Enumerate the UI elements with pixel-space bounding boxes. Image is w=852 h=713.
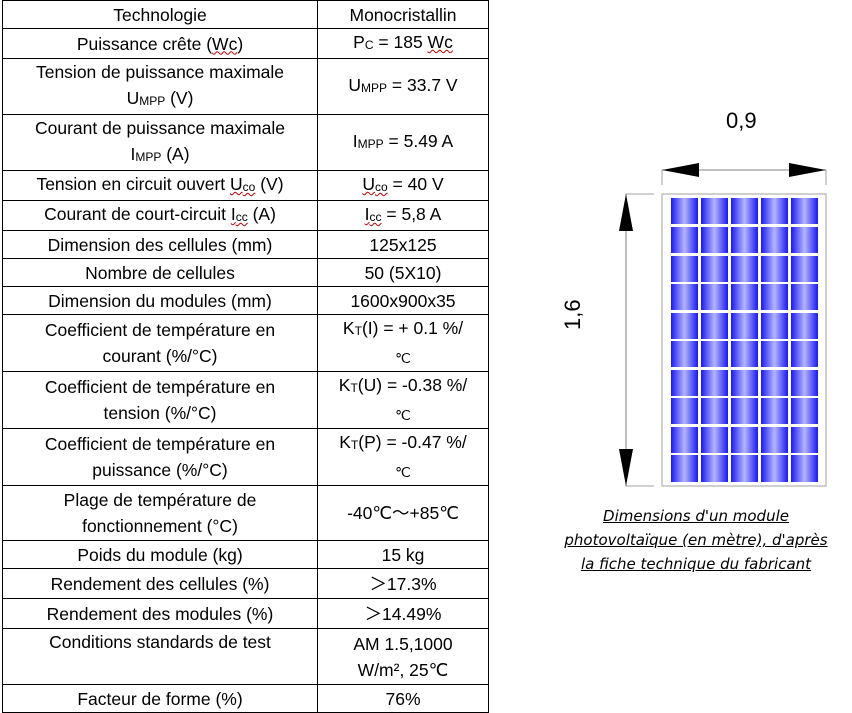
table-row: Conditions standards de test AM 1.5,1000…: [2, 628, 489, 685]
row-value: 1600x900x35: [317, 286, 489, 315]
row-value: KT(P) = -0.47 %/℃: [317, 428, 489, 486]
table-row: Facteur de forme (%) 76%: [2, 684, 489, 713]
row-label: Coefficient de température en tension (%/…: [2, 371, 318, 429]
row-label: Tension en circuit ouvert Uco (V): [2, 170, 318, 201]
row-label: Dimension du modules (mm): [2, 286, 318, 315]
row-label: Tension de puissance maximale UMPP (V): [2, 58, 318, 115]
solar-cells: [671, 198, 818, 482]
table-row: Poids du module (kg) 15 kg: [2, 540, 489, 569]
width-arrow-icon: [661, 163, 827, 185]
caption-line: Dimensions d'un module: [603, 507, 789, 525]
row-value: PC = 185 Wc: [317, 28, 489, 59]
row-value: 125x125: [317, 230, 489, 259]
table-row: Courant de puissance maximale IMPP (A) IM…: [2, 114, 489, 171]
pv-module-diagram: [619, 163, 827, 487]
table-row: Rendement des modules (%) ＞14.49%: [2, 598, 489, 629]
caption-line: la fiche technique du fabricant: [580, 555, 812, 573]
header-label: Technologie: [2, 0, 318, 29]
row-label: Courant de puissance maximale IMPP (A): [2, 114, 318, 171]
table-row: Tension de puissance maximale UMPP (V) UM…: [2, 58, 489, 115]
height-arrow-icon: [619, 193, 654, 487]
row-label: Rendement des modules (%): [2, 598, 318, 629]
row-label: Plage de température de fonctionnement (°…: [2, 485, 318, 541]
row-label: Poids du module (kg): [2, 540, 318, 569]
row-label: Dimension des cellules (mm): [2, 230, 318, 259]
row-value: KT(U) = -0.38 %/℃: [317, 371, 489, 429]
row-value: UMPP = 33.7 V: [317, 58, 489, 115]
table-row: Coefficient de température en tension (%/…: [2, 371, 489, 429]
table-row: Plage de température de fonctionnement (°…: [2, 485, 489, 541]
row-label: Coefficient de température en puissance (…: [2, 428, 318, 486]
row-value: ＞14.49%: [317, 598, 489, 629]
row-label: Nombre de cellules: [2, 258, 318, 287]
row-value: IMPP = 5.49 A: [317, 114, 489, 171]
row-value: AM 1.5,1000 W/m², 25℃: [317, 628, 489, 685]
header-value: Monocristallin: [317, 0, 489, 29]
table-row: Coefficient de température en puissance (…: [2, 428, 489, 486]
table-row: Dimension des cellules (mm) 125x125: [2, 230, 489, 259]
table-row: Rendement des cellules (%) ＞17.3%: [2, 568, 489, 599]
table-row: Nombre de cellules 50 (5X10): [2, 258, 489, 287]
row-label: Conditions standards de test: [2, 628, 318, 685]
row-value: Uco = 40 V: [317, 170, 489, 201]
table-row: Dimension du modules (mm) 1600x900x35: [2, 286, 489, 315]
caption-line: photovoltaïque (en mètre), d'après: [564, 531, 828, 549]
row-value: ＞17.3%: [317, 568, 489, 599]
table-row: Puissance crête (Wc) PC = 185 Wc: [2, 28, 489, 59]
row-value: 50 (5X10): [317, 258, 489, 287]
width-dimension-label: 0,9: [726, 108, 757, 133]
row-label: Facteur de forme (%): [2, 684, 318, 713]
row-value: -40℃～+85℃: [317, 485, 489, 541]
row-label: Coefficient de température en courant (%/…: [2, 314, 318, 372]
row-label: Courant de court-circuit Icc (A): [2, 200, 318, 231]
row-label: Rendement des cellules (%): [2, 568, 318, 599]
row-value: 15 kg: [317, 540, 489, 569]
table-row: Tension en circuit ouvert Uco (V) Uco = …: [2, 170, 489, 201]
row-value: 76%: [317, 684, 489, 713]
figure-caption: Dimensions d'un module photovoltaïque (e…: [540, 504, 852, 576]
row-value: Icc = 5,8 A: [317, 200, 489, 231]
row-label: Puissance crête (Wc): [2, 28, 318, 59]
row-value: KT(I) = + 0.1 %/℃: [317, 314, 489, 372]
table-row: Courant de court-circuit Icc (A) Icc = 5…: [2, 200, 489, 231]
table-row: Coefficient de température en courant (%/…: [2, 314, 489, 372]
table-header-row: Technologie Monocristallin: [2, 0, 489, 29]
specs-table: Technologie Monocristallin Puissance crê…: [2, 0, 489, 713]
